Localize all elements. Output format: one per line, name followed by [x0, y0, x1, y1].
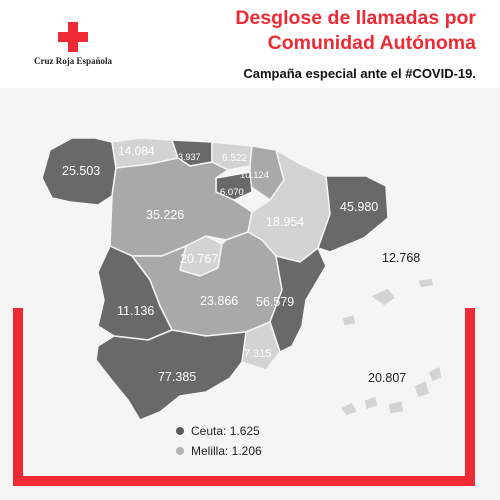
label-pais-vasco: 6.522	[222, 153, 247, 164]
page-subtitle: Campaña especial ante el #COVID-19.	[243, 66, 476, 81]
region-baleares	[369, 287, 397, 307]
region-andalucia	[95, 329, 247, 421]
label-castilla-la-mancha: 23.866	[200, 294, 238, 308]
legend-label-melilla: Melilla: 1.206	[191, 444, 262, 458]
region-canarias-2	[363, 395, 379, 411]
region-baleares-ibiza	[341, 313, 357, 327]
legend-item-ceuta: Ceuta: 1.625	[176, 424, 260, 438]
label-aragon: 18.954	[266, 215, 304, 229]
label-murcia: 7.315	[244, 348, 272, 360]
legend-dot-icon	[176, 447, 184, 455]
label-andalucia: 77.385	[158, 370, 196, 384]
region-pais-vasco	[211, 141, 253, 171]
label-navarra: 10.124	[240, 170, 269, 181]
region-cataluna	[317, 175, 389, 253]
label-madrid: 20.767	[180, 252, 218, 266]
label-comunidad-valenciana: 56.579	[256, 295, 294, 309]
page-title: Desglose de llamadas por Comunidad Autón…	[235, 6, 476, 56]
region-canarias-5	[427, 365, 443, 383]
region-canarias-1	[339, 401, 359, 417]
region-canarias-3	[387, 399, 405, 415]
label-la-rioja: 6.070	[220, 187, 244, 198]
label-galicia: 25.503	[62, 164, 100, 178]
label-castilla-y-leon: 35.226	[146, 208, 184, 222]
label-canarias: 20.807	[368, 371, 406, 385]
logo-text: Cruz Roja Española	[34, 56, 113, 66]
legend-label-ceuta: Ceuta: 1.625	[191, 424, 260, 438]
red-cross-icon	[58, 22, 88, 52]
title-line-1: Desglose de llamadas por	[235, 7, 476, 29]
region-canarias-4	[413, 379, 431, 399]
region-labels: 25.503 14.084 3.937 6.522 10.124 6.070 3…	[62, 144, 420, 385]
label-cataluna: 45.980	[340, 200, 378, 214]
label-cantabria: 3.937	[178, 152, 201, 162]
legend-item-melilla: Melilla: 1.206	[176, 444, 262, 458]
red-frame	[13, 308, 475, 486]
region-comunidad-valenciana	[269, 247, 327, 353]
label-asturias: 14.084	[118, 144, 155, 158]
label-extremadura: 11.136	[117, 304, 154, 318]
region-baleares-menorca	[417, 277, 435, 289]
legend-dot-icon	[176, 427, 184, 435]
cruz-roja-logo: Cruz Roja Española	[34, 22, 124, 72]
label-baleares: 12.768	[382, 251, 420, 265]
title-line-2: Comunidad Autónoma	[267, 32, 476, 54]
